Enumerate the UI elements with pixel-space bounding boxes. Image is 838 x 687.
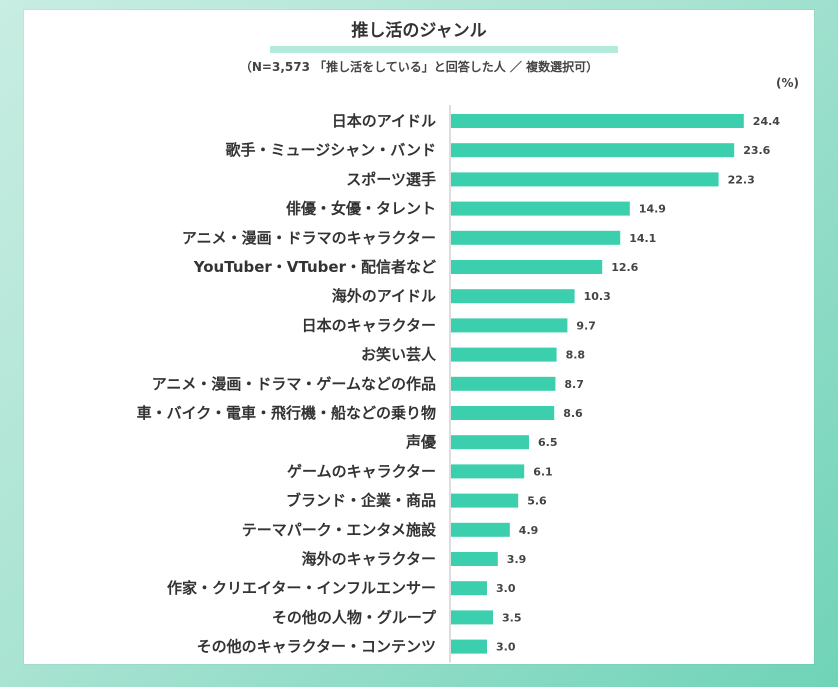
value-label: 8.7 bbox=[564, 378, 584, 391]
bar-chart: 日本のアイドル 24.4 歌手・ミュージシャン・バンド 23.6 スポーツ選手 22.3 俳… bbox=[137, 105, 780, 663]
bar bbox=[451, 318, 568, 333]
category-label: テーマパーク・エンタメ施設 bbox=[242, 521, 437, 539]
chart-title: 推し活のジャンル bbox=[351, 21, 487, 41]
category-label: 車・バイク・電車・飛行機・船などの乗り物 bbox=[137, 404, 436, 422]
category-label: 日本のアイドル bbox=[332, 112, 436, 130]
bar bbox=[451, 581, 487, 596]
value-label: 24.4 bbox=[753, 115, 780, 128]
bar bbox=[451, 260, 603, 274]
category-label: 作家・クリエイター・インフルエンサー bbox=[167, 579, 436, 597]
category-label: その他の人物・グループ bbox=[272, 608, 437, 626]
category-label: 海外のアイドル bbox=[332, 287, 436, 305]
bar bbox=[451, 406, 555, 420]
chart-subtitle: （N=3,573 「推し活をしている」と回答した人 ／ 複数選択可） bbox=[239, 60, 599, 74]
bar bbox=[451, 435, 529, 450]
value-label: 3.0 bbox=[496, 582, 516, 595]
category-label: アニメ・漫画・ドラマのキャラクター bbox=[182, 229, 436, 247]
category-label: 歌手・ミュージシャン・バンド bbox=[226, 141, 436, 159]
value-label: 6.1 bbox=[533, 465, 553, 478]
title-underline bbox=[270, 46, 618, 53]
value-label: 8.8 bbox=[566, 349, 586, 362]
category-label: YouTuber・VTuber・配信者など bbox=[193, 258, 436, 276]
value-label: 3.0 bbox=[496, 641, 516, 654]
category-label: ゲームのキャラクター bbox=[287, 462, 436, 480]
value-label: 22.3 bbox=[728, 173, 755, 186]
bar bbox=[451, 201, 630, 216]
value-label: 14.9 bbox=[639, 203, 666, 216]
category-label: 海外のキャラクター bbox=[302, 550, 436, 568]
category-label: その他のキャラクター・コンテンツ bbox=[197, 638, 436, 656]
unit-label: (%) bbox=[776, 76, 799, 90]
category-label: 俳優・女優・タレント bbox=[286, 200, 436, 218]
bar bbox=[451, 114, 744, 128]
value-label: 8.6 bbox=[563, 407, 583, 420]
chart-card: 推し活のジャンル （N=3,573 「推し活をしている」と回答した人 ／ 複数選… bbox=[24, 10, 814, 664]
value-label: 4.9 bbox=[519, 524, 539, 537]
bar bbox=[451, 172, 719, 187]
bar bbox=[451, 347, 557, 362]
bar bbox=[451, 230, 621, 245]
value-label: 6.5 bbox=[538, 436, 558, 449]
bar bbox=[451, 289, 575, 304]
bar bbox=[451, 464, 525, 479]
bar bbox=[451, 493, 519, 508]
value-label: 3.9 bbox=[507, 553, 527, 566]
value-label: 10.3 bbox=[584, 290, 611, 303]
value-label: 23.6 bbox=[743, 144, 770, 157]
value-label: 14.1 bbox=[629, 232, 656, 245]
value-label: 5.6 bbox=[527, 495, 547, 508]
category-label: 声優 bbox=[405, 433, 437, 451]
category-label: お笑い芸人 bbox=[361, 346, 437, 364]
bar bbox=[451, 376, 556, 391]
bar bbox=[451, 552, 498, 566]
bar bbox=[451, 639, 487, 654]
value-label: 3.5 bbox=[502, 611, 522, 624]
title-wrap: 推し活のジャンル bbox=[24, 18, 814, 44]
category-label: アニメ・漫画・ドラマ・ゲームなどの作品 bbox=[152, 375, 436, 393]
category-label: 日本のキャラクター bbox=[302, 316, 436, 334]
bar bbox=[451, 522, 510, 537]
value-label: 9.7 bbox=[576, 319, 596, 332]
category-label: スポーツ選手 bbox=[346, 170, 436, 188]
bar bbox=[451, 610, 493, 625]
value-label: 12.6 bbox=[611, 261, 638, 274]
category-label: ブランド・企業・商品 bbox=[286, 492, 436, 510]
bar bbox=[451, 143, 735, 158]
